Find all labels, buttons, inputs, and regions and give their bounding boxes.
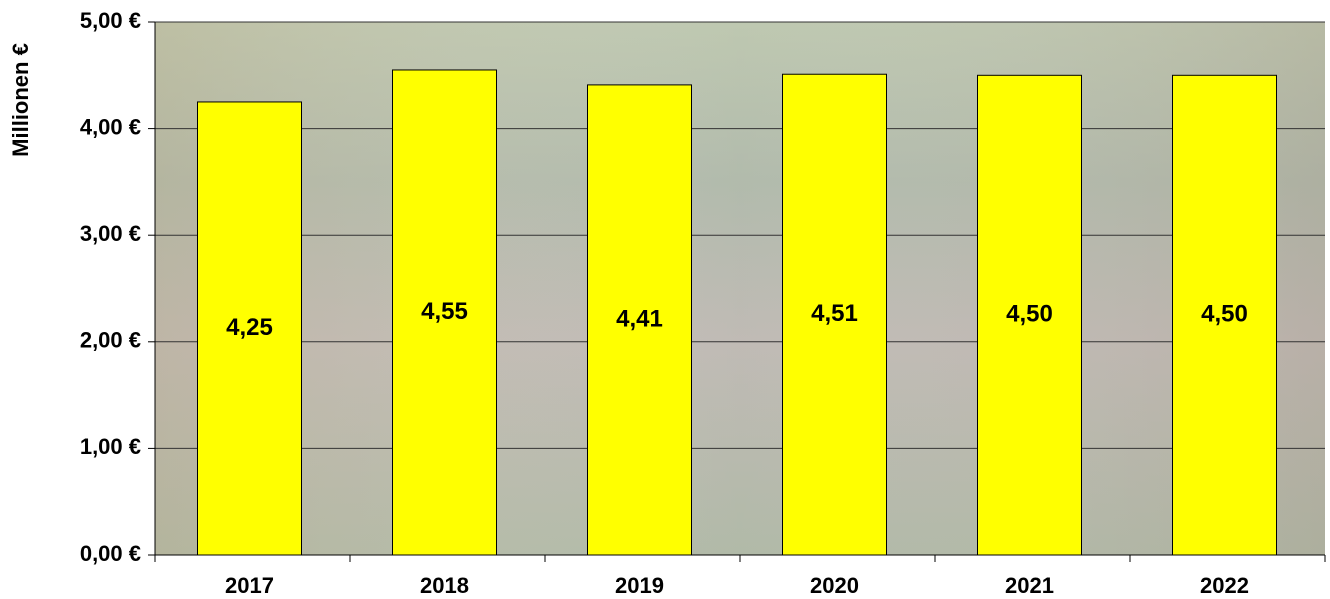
x-tick-label: 2022 xyxy=(1200,573,1249,598)
y-tick-label: 2,00 € xyxy=(80,328,141,353)
x-tick-label: 2019 xyxy=(615,573,664,598)
y-axis-label: Millionen € xyxy=(8,43,33,157)
bar xyxy=(587,84,692,556)
data-label: 4,50 xyxy=(1201,300,1248,327)
x-tick-label: 2021 xyxy=(1005,573,1054,598)
plot-background-overlay xyxy=(155,22,1325,555)
x-tick-label: 2017 xyxy=(225,573,274,598)
x-tick-label: 2018 xyxy=(420,573,469,598)
bar xyxy=(977,74,1082,556)
data-label: 4,50 xyxy=(1006,300,1053,327)
data-label: 4,55 xyxy=(421,298,468,325)
data-label: 4,25 xyxy=(226,314,273,341)
data-label: 4,41 xyxy=(616,305,663,332)
y-tick-label: 4,00 € xyxy=(80,114,141,139)
data-label: 4,51 xyxy=(811,300,858,327)
y-tick-label: 5,00 € xyxy=(80,8,141,33)
y-tick-label: 3,00 € xyxy=(80,221,141,246)
y-tick-label: 1,00 € xyxy=(80,434,141,459)
x-tick-label: 2020 xyxy=(810,573,859,598)
y-tick-label: 0,00 € xyxy=(80,541,141,566)
bar xyxy=(392,69,497,556)
bar xyxy=(782,73,887,556)
bar xyxy=(1172,74,1277,556)
bar xyxy=(197,101,302,556)
